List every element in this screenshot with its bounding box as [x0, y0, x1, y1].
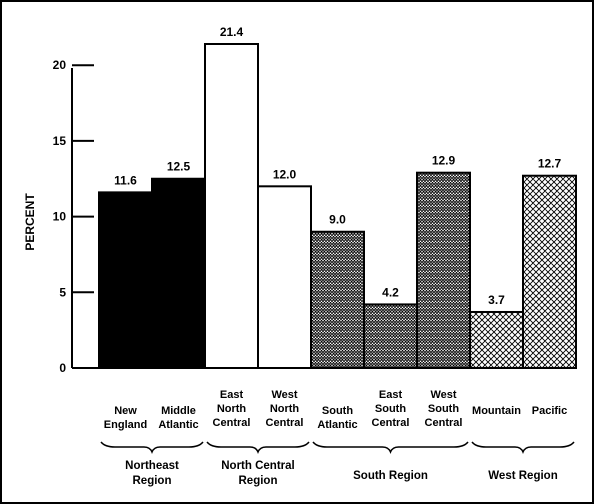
- category-label: Central: [372, 417, 410, 429]
- category-label: England: [104, 419, 147, 431]
- category-label: East: [379, 389, 403, 401]
- group-label: South Region: [353, 470, 428, 482]
- group-brace: [471, 441, 575, 455]
- bar: [416, 171, 471, 369]
- group-label: North Central: [221, 460, 294, 472]
- category-label: Middle: [161, 405, 196, 417]
- bar: [204, 43, 259, 369]
- category-label: Pacific: [532, 405, 567, 417]
- group-brace: [312, 441, 469, 455]
- category-label: West: [430, 389, 456, 401]
- bars: 11.6 12.5 21.4 12.0 9.0 4.2 12.9 3.7 12.7: [72, 25, 577, 370]
- category-labels: New England Middle Atlantic East North Central…: [104, 389, 567, 431]
- bar-value-label: 12.0: [273, 167, 297, 181]
- bar: [469, 310, 524, 370]
- category-label: Mountain: [472, 405, 521, 417]
- y-axis-label: PERCENT: [23, 193, 37, 251]
- bar-value-label: 9.0: [329, 213, 346, 227]
- region-groups: Northeast Region North Central Region South …: [100, 441, 575, 487]
- group-brace: [100, 441, 204, 455]
- category-label: West: [271, 389, 297, 401]
- group-label: West Region: [488, 470, 557, 482]
- bar: [257, 185, 312, 369]
- category-label: Atlantic: [158, 419, 198, 431]
- group-label: Northeast: [125, 460, 179, 472]
- bar-value-label: 4.2: [382, 285, 399, 299]
- y-tick-label: 10: [53, 210, 67, 224]
- category-label: Central: [213, 417, 251, 429]
- category-label: Central: [425, 417, 463, 429]
- bar-value-label: 11.6: [114, 173, 137, 187]
- category-label: East: [220, 389, 244, 401]
- bar-value-label: 3.7: [488, 293, 505, 307]
- category-label: South: [375, 403, 406, 415]
- y-axis: 0 5 10 15 20 PERCENT: [23, 58, 94, 375]
- category-label: North: [217, 403, 247, 415]
- bar: [522, 174, 577, 369]
- bar: [98, 191, 153, 369]
- y-tick-label: 0: [59, 361, 66, 375]
- bar-value-label: 12.9: [432, 154, 456, 168]
- group-brace: [206, 441, 310, 455]
- bar-value-label: 21.4: [220, 25, 244, 39]
- y-tick-label: 5: [59, 285, 66, 299]
- group-label: Region: [239, 475, 278, 487]
- y-tick-label: 20: [53, 58, 67, 72]
- group-label: Region: [133, 475, 172, 487]
- bar-value-label: 12.7: [538, 157, 562, 171]
- bar: [310, 230, 365, 369]
- bar-value-label: 12.5: [167, 160, 191, 174]
- y-tick-label: 15: [53, 134, 67, 148]
- bar: [151, 177, 206, 369]
- category-label: Atlantic: [317, 419, 357, 431]
- bar: [363, 303, 418, 370]
- category-label: North: [270, 403, 300, 415]
- category-label: South: [322, 405, 353, 417]
- category-label: Central: [266, 417, 304, 429]
- category-label: South: [428, 403, 459, 415]
- category-label: New: [114, 405, 137, 417]
